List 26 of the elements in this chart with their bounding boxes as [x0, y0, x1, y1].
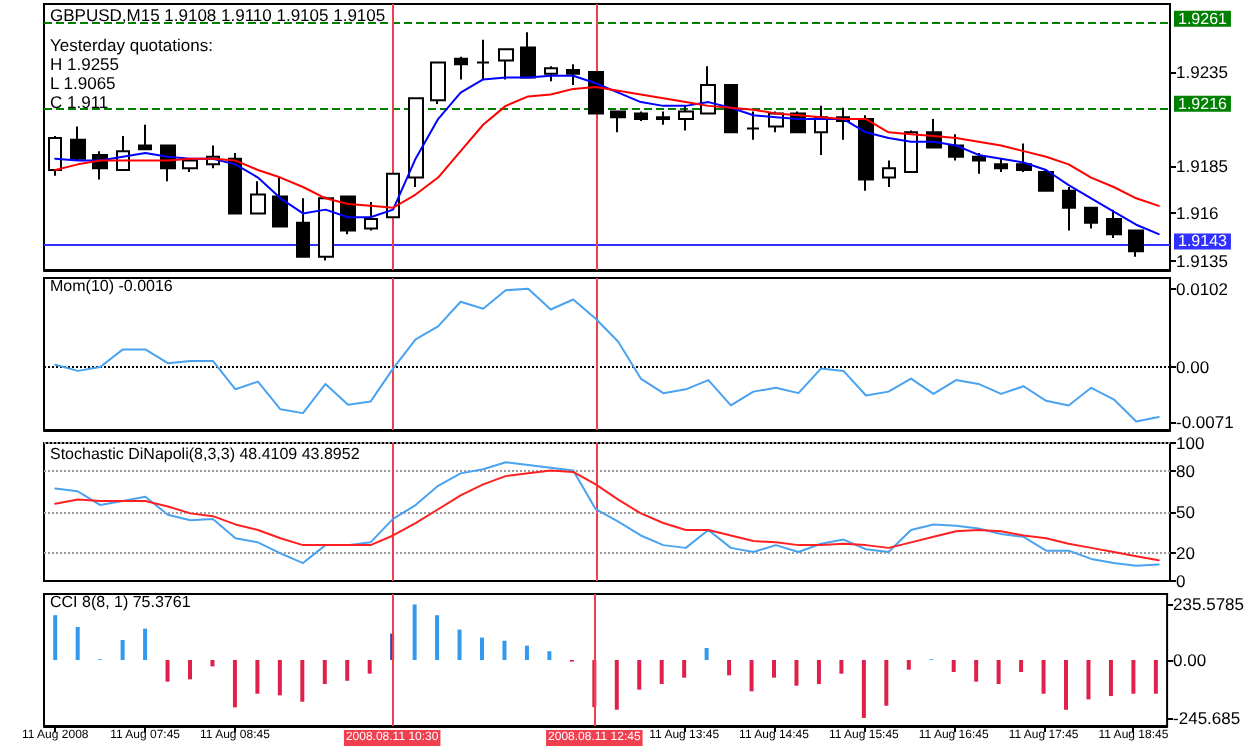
annotation: H 1.9255 — [50, 54, 120, 74]
y-tick-label: 1.9235 — [1176, 61, 1229, 82]
y-tick-label: 20 — [1176, 543, 1196, 564]
y-tick-label: 235.5785 — [1173, 594, 1245, 615]
y-tick-label: 80 — [1176, 460, 1196, 481]
annotation: Yesterday quotations: — [50, 35, 213, 55]
ref-line-label: 1.9216 — [1178, 94, 1229, 113]
annotation: C 1.911 — [50, 92, 109, 112]
y-tick-label: -245.685 — [1173, 707, 1241, 728]
chart-title: Mom(10) -0.0016 — [50, 277, 174, 295]
y-tick-label: -0.0071 — [1176, 411, 1235, 432]
y-tick-label: 0.0102 — [1176, 278, 1229, 299]
chart-title: CCI 8(8, 1) 75.3761 — [50, 593, 192, 611]
ref-line-label: 1.9143 — [1178, 232, 1229, 251]
chart-title: GBPUSD,M15 1.9108 1.9110 1.9105 1.9105 — [50, 5, 386, 25]
y-tick-label: 0.00 — [1176, 357, 1210, 378]
y-tick-label: 50 — [1176, 502, 1196, 522]
annotation: L 1.9065 — [50, 73, 117, 93]
y-tick-label: 100 — [1176, 433, 1205, 453]
y-tick-label: 0.00 — [1173, 650, 1207, 670]
y-tick-label: 1.9185 — [1176, 156, 1229, 177]
y-tick-label: 1.9135 — [1176, 250, 1229, 271]
ref-line-label: 1.9261 — [1178, 9, 1229, 28]
chart-title: Stochastic DiNapoli(8,3,3) 48.4109 43.8952 — [50, 445, 361, 463]
y-tick-label: 1.916 — [1176, 203, 1220, 224]
y-tick-label: 0 — [1176, 571, 1186, 591]
